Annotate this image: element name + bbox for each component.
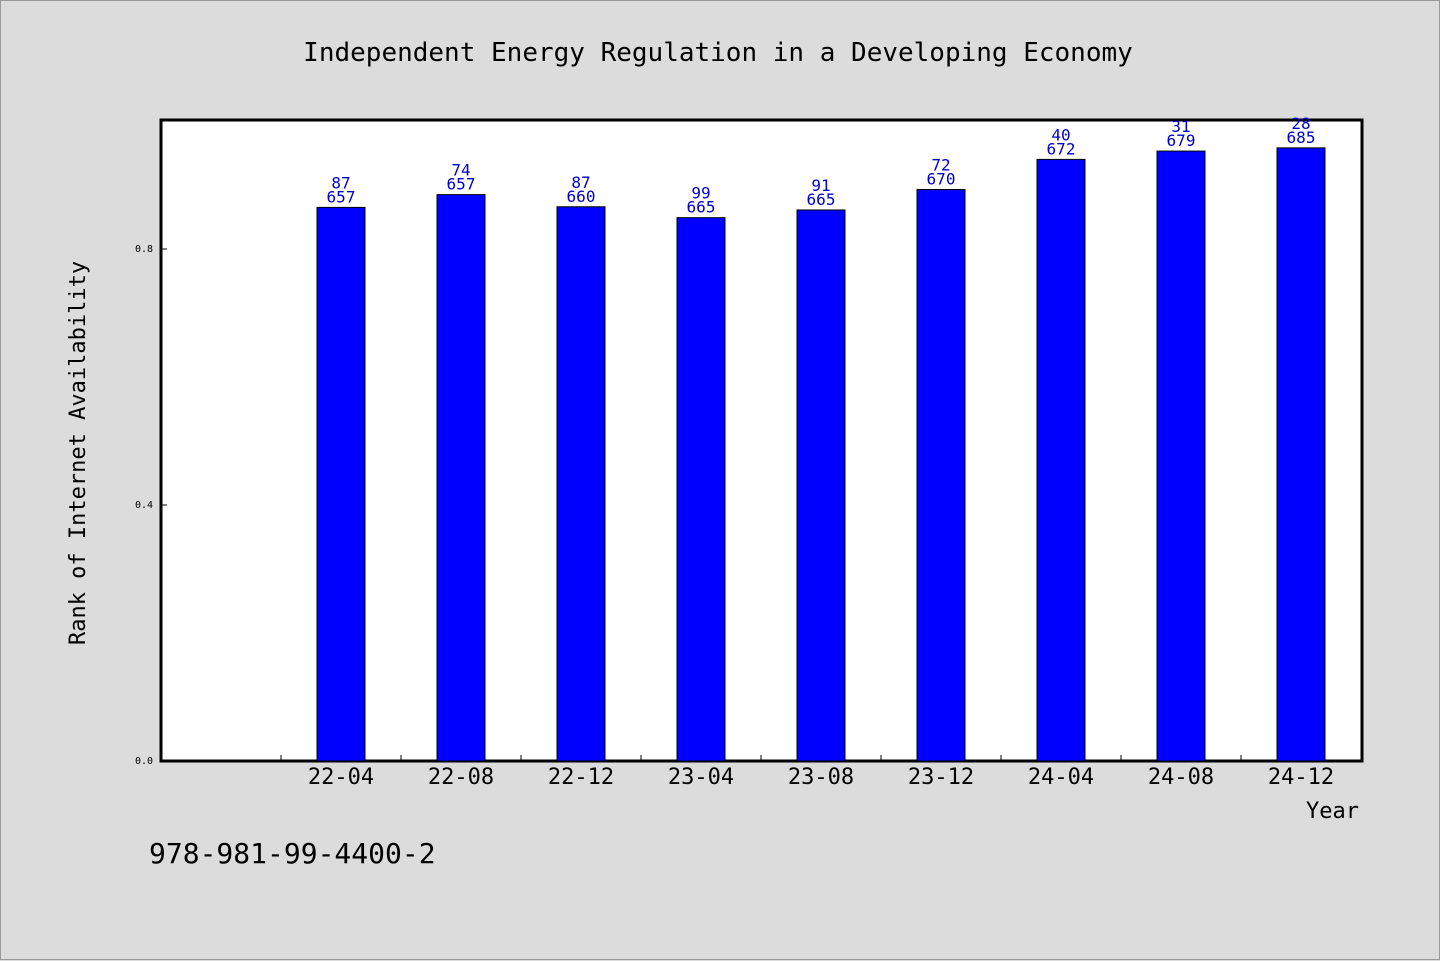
bar-22-12	[556, 206, 606, 762]
x-tick-label: 22-04	[308, 765, 374, 790]
bar-22-04	[316, 206, 366, 762]
bar-label-bottom: 665	[807, 190, 836, 209]
bar-23-12	[916, 188, 966, 762]
bar-label-bottom: 685	[1287, 128, 1316, 147]
x-tick-label: 23-04	[668, 765, 734, 790]
x-tick-label: 23-08	[788, 765, 854, 790]
bar-label-top: 87	[571, 173, 590, 192]
bar-label-top: 28	[1291, 114, 1310, 133]
bar-24-08	[1156, 150, 1206, 762]
bar-label-bottom: 657	[327, 187, 356, 206]
isbn-label: 978-981-99-4400-2	[149, 837, 436, 870]
bar-label-top: 74	[451, 161, 470, 180]
x-tick-label: 24-08	[1148, 765, 1214, 790]
bar-label-top: 72	[931, 155, 950, 174]
y-tick-label: 0.8	[135, 244, 153, 255]
bar-23-04	[676, 217, 726, 762]
bar-23-08	[796, 209, 846, 762]
bar-label-bottom: 665	[687, 198, 716, 217]
bars-group	[316, 147, 1326, 762]
bar-label-top: 31	[1171, 117, 1190, 136]
x-tick-label: 22-12	[548, 765, 614, 790]
bar-label-top: 99	[691, 184, 710, 203]
x-tick-label: 23-12	[908, 765, 974, 790]
bar-label-bottom: 670	[927, 169, 956, 188]
bar-label-top: 40	[1051, 125, 1070, 144]
x-axis-title: Year	[1306, 799, 1359, 824]
bar-label-top: 87	[331, 173, 350, 192]
bar-24-04	[1036, 158, 1086, 762]
bar-label-bottom: 679	[1167, 131, 1196, 150]
y-tick-label: 0.0	[135, 756, 153, 767]
y-axis-ticks: 0.0 0.4 0.8	[135, 244, 167, 767]
x-tick-label: 22-08	[428, 765, 494, 790]
x-tick-label: 24-04	[1028, 765, 1094, 790]
bar-label-bottom: 657	[447, 175, 476, 194]
x-tick-label: 24-12	[1268, 765, 1334, 790]
bar-label-bottom: 660	[567, 187, 596, 206]
y-axis-title: Rank of Internet Availability	[66, 261, 91, 645]
x-axis-ticks: 22-04 22-08 22-12 23-04 23-08 23-12 24-04 24-08…	[280, 755, 1362, 790]
bar-24-12	[1276, 147, 1326, 762]
bar-label-top: 91	[811, 176, 830, 195]
y-tick-label: 0.4	[135, 500, 153, 511]
bar-22-08	[436, 194, 486, 762]
chart-title: Independent Energy Regulation in a Devel…	[303, 38, 1133, 68]
bar-label-bottom: 672	[1047, 139, 1076, 158]
